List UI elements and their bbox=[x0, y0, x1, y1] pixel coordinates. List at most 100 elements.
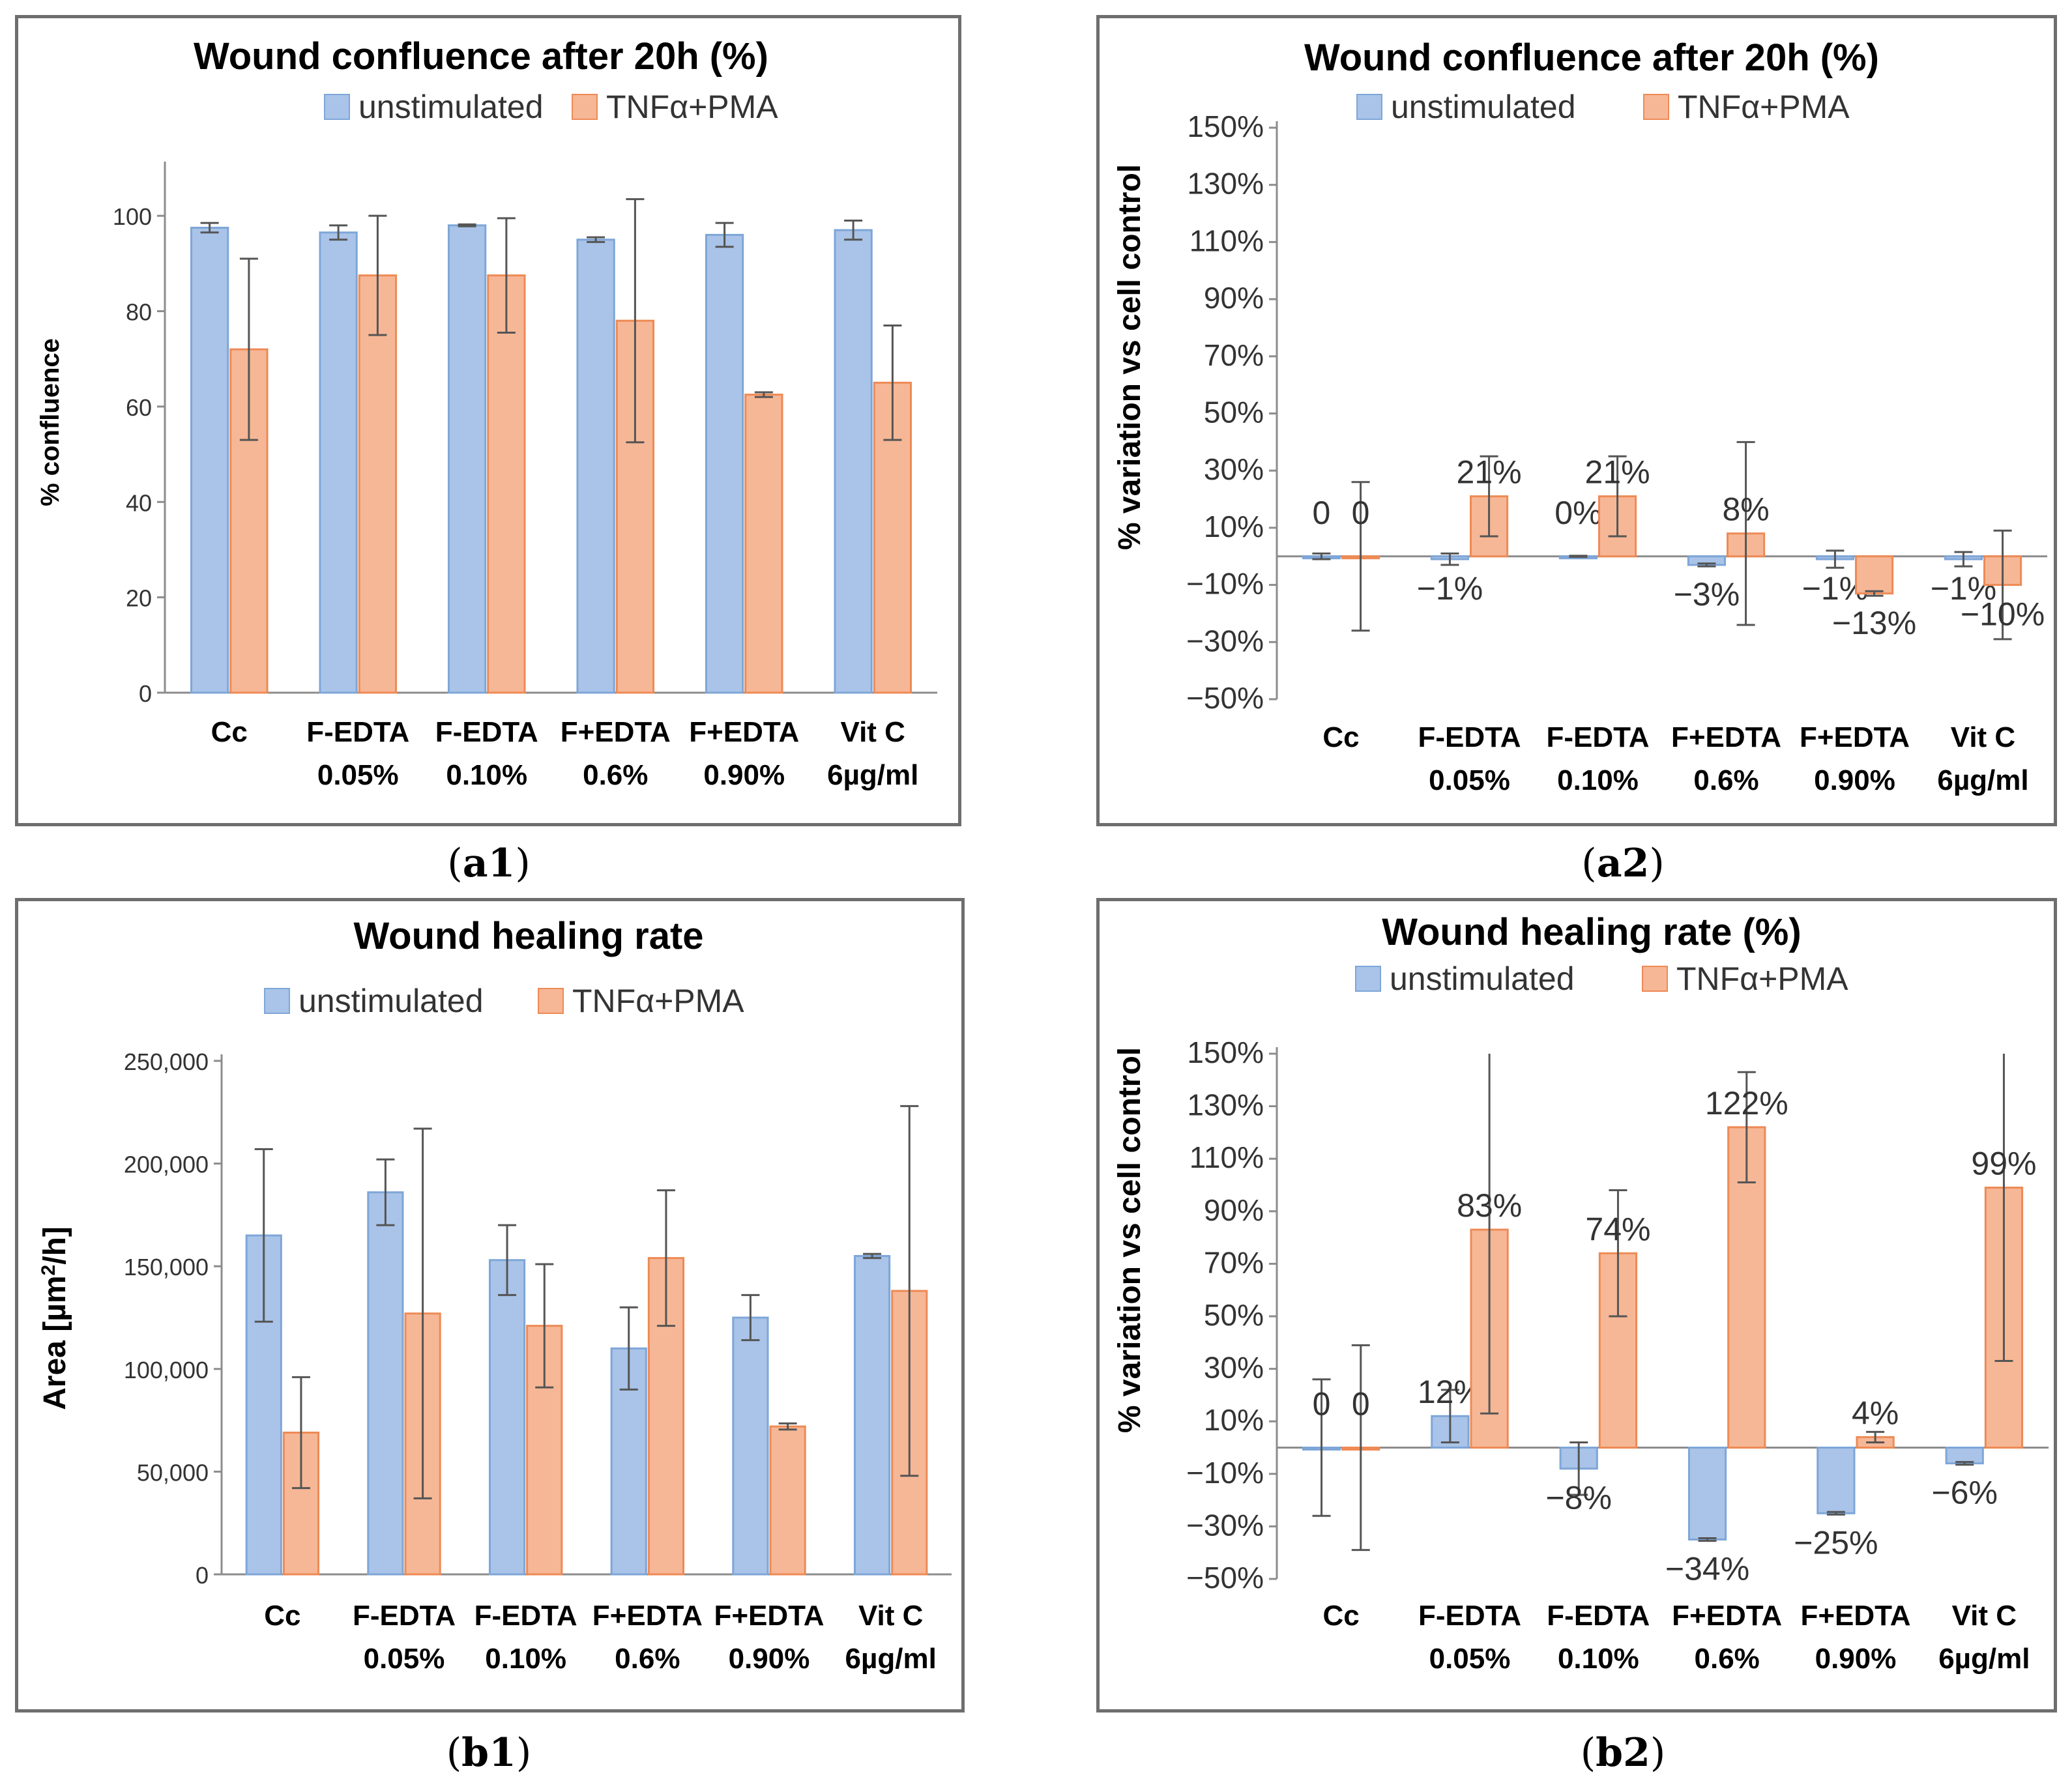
y-tick-label: 100,000 bbox=[124, 1357, 209, 1383]
category-label: 0.90% bbox=[1815, 1643, 1897, 1675]
data-label: 122% bbox=[1705, 1085, 1788, 1121]
data-label: 83% bbox=[1457, 1187, 1522, 1224]
legend-swatch-tnf bbox=[1642, 966, 1668, 992]
category-label: F-EDTA bbox=[474, 1600, 577, 1632]
y-tick-label: −30% bbox=[1186, 624, 1264, 658]
category-label: F+EDTA bbox=[1671, 721, 1781, 753]
bar-unstimulated bbox=[853, 1254, 891, 1576]
legend-swatch-tnf bbox=[1643, 94, 1669, 120]
y-tick-label: −50% bbox=[1186, 681, 1264, 715]
caption-a2-open: ( bbox=[1581, 841, 1597, 886]
y-axis-label: % variation vs cell control bbox=[1113, 1047, 1147, 1433]
y-tick-label: 250,000 bbox=[124, 1048, 209, 1075]
bar-tnf bbox=[769, 1425, 806, 1576]
category-label: F+EDTA bbox=[561, 716, 671, 748]
legend-swatch-unstimulated bbox=[1356, 94, 1382, 120]
category-label: 0.05% bbox=[1429, 1643, 1511, 1675]
y-tick-label: 60 bbox=[126, 394, 152, 421]
category-label: Cc bbox=[211, 716, 248, 748]
category-label: 0.90% bbox=[703, 759, 785, 791]
y-tick-label: −10% bbox=[1186, 567, 1264, 601]
bar-unstimulated bbox=[190, 226, 229, 694]
caption-b2-open: ( bbox=[1580, 1730, 1596, 1776]
y-tick-label: 0 bbox=[196, 1562, 209, 1589]
category-label: F-EDTA bbox=[1547, 1600, 1650, 1632]
caption-a2-close: ) bbox=[1649, 841, 1665, 886]
data-label: −10% bbox=[1961, 596, 2045, 633]
caption-b2: (b2) bbox=[1525, 1730, 1721, 1776]
y-tick-label: 150% bbox=[1187, 109, 1264, 143]
caption-a2-label: a2 bbox=[1596, 841, 1650, 886]
legend-swatch-tnf bbox=[538, 988, 564, 1014]
panel-b1: Wound healing rate unstimulated TNFα+PMA Ar… bbox=[15, 898, 965, 1713]
y-tick-label: 80 bbox=[126, 299, 152, 326]
y-tick-label: 50% bbox=[1204, 1298, 1264, 1332]
panel-b2: Wound healing rate (%) unstimulated TNFα+P… bbox=[1096, 898, 2057, 1713]
bar-unstimulated bbox=[319, 231, 358, 694]
category-label: F-EDTA bbox=[353, 1600, 456, 1632]
y-tick-label: 50% bbox=[1204, 396, 1264, 429]
category-label: F-EDTA bbox=[1418, 1600, 1521, 1632]
bar-unstimulated bbox=[1945, 1447, 1984, 1465]
data-label: −34% bbox=[1665, 1551, 1749, 1587]
y-tick-label: 0 bbox=[139, 680, 152, 707]
bar-unstimulated bbox=[447, 224, 487, 694]
y-tick-label: 10% bbox=[1204, 1403, 1264, 1437]
category-label: F+EDTA bbox=[714, 1600, 824, 1632]
category-label: 0.6% bbox=[615, 1643, 680, 1675]
data-label: 0% bbox=[1554, 495, 1601, 531]
category-label: F-EDTA bbox=[1418, 721, 1521, 753]
caption-a1-open: ( bbox=[447, 841, 463, 886]
category-label: 6µg/ml bbox=[827, 759, 918, 791]
data-label: 0 bbox=[1313, 1386, 1331, 1423]
y-tick-label: 70% bbox=[1204, 338, 1264, 372]
legend-label-tnf: TNFα+PMA bbox=[1678, 89, 1850, 125]
category-label: Cc bbox=[264, 1600, 300, 1632]
chart-a2: Wound confluence after 20h (%) unstimulat… bbox=[1113, 36, 2047, 796]
category-label: 0.6% bbox=[1695, 1643, 1760, 1675]
bar-unstimulated bbox=[488, 1259, 526, 1576]
category-label: 0.90% bbox=[729, 1643, 810, 1675]
y-tick-label: −10% bbox=[1186, 1456, 1264, 1490]
bar-unstimulated bbox=[1817, 1447, 1856, 1514]
y-axis-label-unit: /h] bbox=[38, 1226, 72, 1265]
data-label: −25% bbox=[1794, 1524, 1878, 1561]
y-axis-label: % variation vs cell control bbox=[1113, 164, 1147, 550]
data-label: 74% bbox=[1585, 1211, 1650, 1247]
category-label: Vit C bbox=[1952, 1600, 2017, 1632]
y-tick-label: 130% bbox=[1187, 1088, 1264, 1122]
y-tick-label: 200,000 bbox=[124, 1151, 209, 1178]
chart-b1: Wound healing rate unstimulated TNFα+PMA Ar… bbox=[38, 915, 952, 1675]
data-label: −6% bbox=[1931, 1475, 1997, 1511]
y-tick-label: 150% bbox=[1187, 1035, 1264, 1069]
data-label: 21% bbox=[1457, 454, 1522, 491]
category-label: Cc bbox=[1323, 1600, 1360, 1632]
caption-b1-close: ) bbox=[516, 1730, 532, 1776]
bar-unstimulated bbox=[834, 229, 873, 694]
caption-a1: (a1) bbox=[391, 841, 587, 886]
y-tick-label: 50,000 bbox=[137, 1459, 209, 1486]
category-label: 6µg/ml bbox=[1937, 764, 2028, 796]
data-label: 99% bbox=[1971, 1146, 2036, 1182]
legend-label-tnf: TNFα+PMA bbox=[606, 89, 778, 125]
caption-b2-close: ) bbox=[1650, 1730, 1666, 1776]
y-tick-label: −30% bbox=[1186, 1508, 1264, 1542]
data-label: 0 bbox=[1352, 495, 1370, 531]
category-label: F+EDTA bbox=[592, 1600, 703, 1632]
panel-a1: Wound confluence after 20h (%) unstimulat… bbox=[15, 15, 961, 826]
category-label: F+EDTA bbox=[689, 716, 799, 748]
bar-tnf bbox=[358, 274, 398, 694]
bar-unstimulated bbox=[367, 1191, 404, 1576]
bar-tnf bbox=[487, 274, 526, 694]
y-tick-label: 30% bbox=[1204, 1351, 1264, 1385]
category-label: F+EDTA bbox=[1800, 721, 1910, 753]
bar-tnf bbox=[1855, 555, 1894, 595]
y-tick-label: −50% bbox=[1186, 1561, 1264, 1595]
chart-title: Wound confluence after 20h (%) bbox=[194, 35, 768, 78]
y-tick-label: 90% bbox=[1204, 281, 1264, 315]
y-tick-label: 100 bbox=[113, 203, 152, 230]
bar-unstimulated bbox=[576, 238, 615, 694]
category-label: 0.10% bbox=[485, 1643, 566, 1675]
category-label: 0.05% bbox=[1429, 764, 1510, 796]
legend-label-unstimulated: unstimulated bbox=[358, 89, 544, 125]
